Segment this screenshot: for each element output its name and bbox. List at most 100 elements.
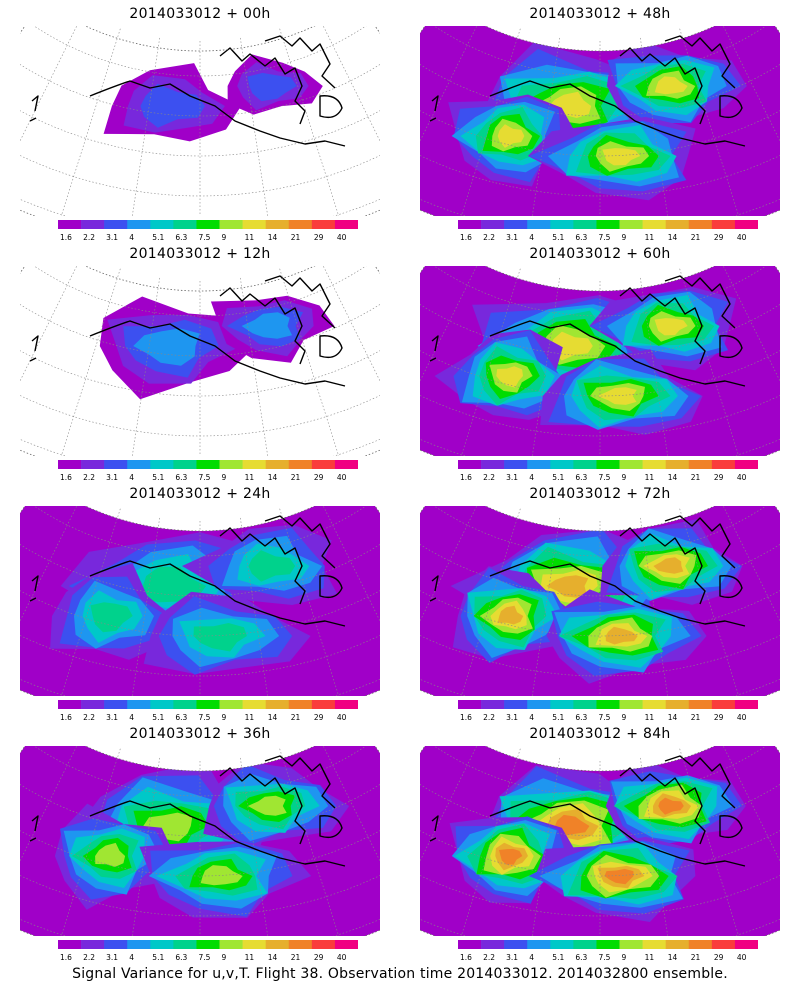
colorbar-swatch [734,220,758,229]
colorbar-tick-label: 7.5 [598,953,610,962]
colorbar-swatch [458,460,482,469]
variance-map [420,506,780,696]
colorbar-tick-label: 9 [222,233,227,242]
colorbar-swatch [104,220,128,229]
colorbar: 1.6 2.2 3.1 4 5.1 6.3 7.5 9 11 14 21 29 40 [458,940,758,962]
colorbar-swatch [550,220,574,229]
colorbar-tick-label: 1.6 [460,713,472,722]
colorbar-swatch [196,220,220,229]
colorbar-tick-label: 4 [529,233,534,242]
colorbar-tick-label: 40 [737,233,747,242]
colorbar-swatch [288,220,313,229]
colorbar-tick-label: 21 [691,473,701,482]
colorbar-swatch [288,460,313,469]
colorbar-swatch [688,460,713,469]
colorbar-tick-label: 14 [668,233,678,242]
colorbar-tick-label: 6.3 [575,473,587,482]
colorbar-tick-label: 5.1 [152,233,164,242]
forecast-panel: 2014033012 + 00h 1.6 2.2 3.1 4 5.1 6.3 7.5 9 11 14… [0,0,400,248]
colorbar-tick-label: 5.1 [552,473,564,482]
colorbar-tick-label: 4 [529,713,534,722]
colorbar-swatch [196,940,220,949]
colorbar-tick-label: 7.5 [598,233,610,242]
colorbar-tick-label: 6.3 [575,713,587,722]
colorbar-tick-label: 3.1 [106,473,118,482]
colorbar-swatch [619,700,643,709]
variance-contour [658,797,684,815]
forecast-panel: 2014033012 + 60h 1.6 2.2 3.1 4 5.1 6.3 7.5 9 11 14… [400,240,800,488]
colorbar-swatch [81,460,105,469]
colorbar-tick-label: 4 [129,953,134,962]
variance-map [420,746,780,936]
colorbar-swatch [734,940,758,949]
colorbar-tick-label: 6.3 [175,233,187,242]
colorbar-tick-label: 2.2 [483,713,495,722]
colorbar-tick-label: 6.3 [575,953,587,962]
colorbar-swatch [173,700,197,709]
variance-contour [654,318,688,336]
variance-contour [499,848,523,865]
variance-contour [241,312,293,339]
colorbar-swatch [127,220,151,229]
colorbar-tick-label: 29 [314,233,324,242]
colorbar-tick-label: 6.3 [175,473,187,482]
panel-title: 2014033012 + 48h [529,6,671,22]
colorbar-tick-label: 14 [268,473,278,482]
colorbar-swatch [219,460,243,469]
colorbar: 1.6 2.2 3.1 4 5.1 6.3 7.5 9 11 14 21 29 40 [458,700,758,722]
variance-map [20,26,380,216]
colorbar-swatch [104,700,128,709]
coastline [429,35,746,147]
colorbar: 1.6 2.2 3.1 4 5.1 6.3 7.5 9 11 14 21 29 40 [58,460,358,482]
panel-title: 2014033012 + 72h [529,486,671,502]
colorbar-swatch [711,220,736,229]
colorbar-tick-label: 21 [291,473,301,482]
colorbar-tick-label: 40 [337,713,347,722]
variance-contour [604,868,634,885]
colorbar-swatch [173,460,197,469]
colorbar-swatch [481,940,505,949]
colorbar-tick-label: 21 [691,713,701,722]
panel-title: 2014033012 + 24h [129,486,271,502]
colorbar-swatch [219,700,243,709]
colorbar-tick-label: 11 [245,713,255,722]
colorbar-swatch [104,940,128,949]
colorbar-swatch [196,460,220,469]
variance-contour [602,148,641,166]
variance-contour [143,812,193,842]
colorbar-swatch [688,220,713,229]
colorbar-swatch [527,220,551,229]
colorbar-swatch [734,700,758,709]
panel-title: 2014033012 + 36h [129,726,271,742]
colorbar-swatch [711,460,736,469]
variance-contour [546,575,589,598]
colorbar-tick-label: 4 [529,473,534,482]
variance-contour [95,842,126,867]
colorbar-swatch [458,700,482,709]
colorbar-swatch [150,700,174,709]
colorbar-tick-label: 3.1 [506,233,518,242]
coastline [429,755,746,867]
colorbar: 1.6 2.2 3.1 4 5.1 6.3 7.5 9 11 14 21 29 40 [458,220,758,242]
variance-contour [138,566,207,603]
colorbar-tick-label: 21 [691,953,701,962]
colorbar-swatch [265,460,290,469]
colorbar-tick-label: 9 [622,713,627,722]
variance-contour [247,795,287,816]
colorbar-swatch [688,700,713,709]
colorbar-tick-label: 9 [222,953,227,962]
coastline [429,275,746,387]
colorbar-tick-label: 3.1 [106,233,118,242]
colorbar-tick-label: 1.6 [460,473,472,482]
colorbar-swatch [550,460,574,469]
colorbar-tick-label: 29 [714,233,724,242]
colorbar-tick-label: 5.1 [552,233,564,242]
variance-contour [605,626,638,645]
colorbar-swatch [81,220,105,229]
colorbar-tick-label: 4 [129,233,134,242]
colorbar-tick-label: 21 [291,953,301,962]
colorbar-swatch [665,940,690,949]
panel-title: 2014033012 + 00h [129,6,271,22]
colorbar-swatch [311,220,336,229]
colorbar-swatch [127,700,151,709]
